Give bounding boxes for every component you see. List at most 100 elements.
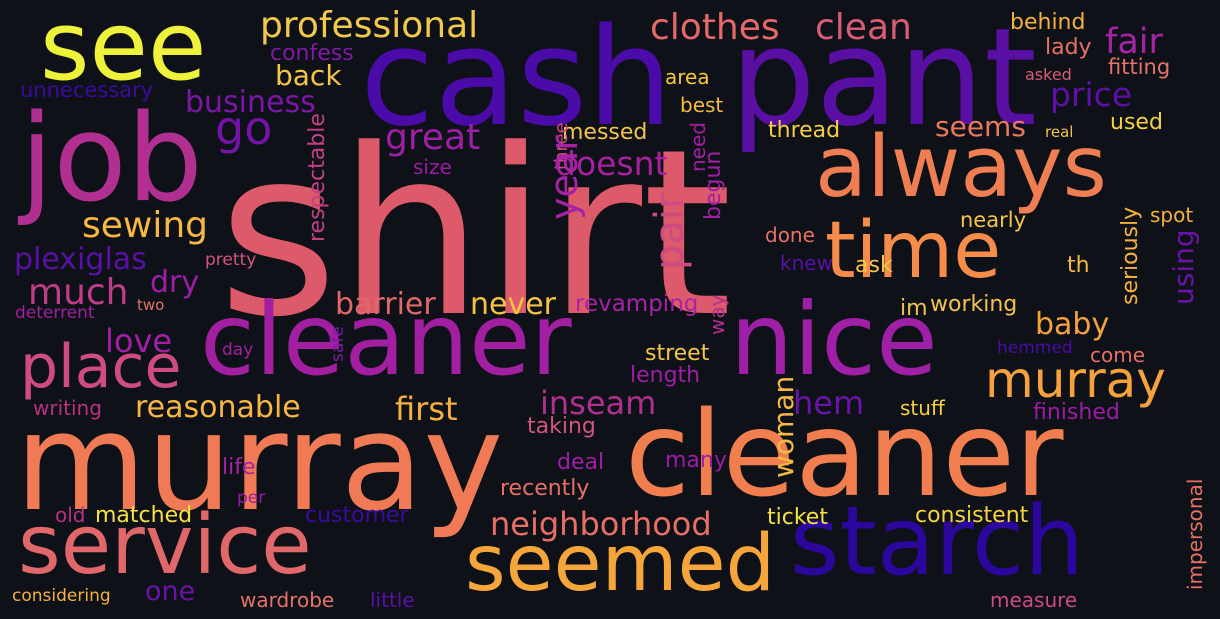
word-back: back xyxy=(275,59,342,92)
word-measure: measure xyxy=(990,588,1078,612)
word-length: length xyxy=(630,363,701,388)
word-behind: behind xyxy=(1010,10,1086,35)
word-used: used xyxy=(1110,110,1163,135)
word-neighborhood: neighborhood xyxy=(490,505,712,543)
word-service: service xyxy=(18,498,312,593)
word-one: one xyxy=(145,576,196,607)
word-best: best xyxy=(680,93,724,117)
word-confess: confess xyxy=(270,41,354,66)
word-year: year xyxy=(542,135,586,220)
word-way: way xyxy=(705,294,729,335)
word-area: area xyxy=(665,65,710,89)
word-stuff: stuff xyxy=(900,396,945,420)
word-job: job xyxy=(20,90,203,229)
word-safe: safe xyxy=(328,326,348,362)
word-starch: starch xyxy=(790,487,1085,597)
word-see: see xyxy=(40,0,207,102)
word-impersonal: impersonal xyxy=(1183,478,1207,590)
word-first: first xyxy=(395,390,458,428)
word-never: never xyxy=(470,287,557,322)
word-price: price xyxy=(1050,75,1133,114)
word-baby: baby xyxy=(1035,307,1110,342)
word-clothes: clothes xyxy=(650,7,780,48)
word-messed: messed xyxy=(562,120,648,145)
word-plexiglas: plexiglas xyxy=(14,242,147,277)
word-taking: taking xyxy=(527,414,596,439)
word-two: two xyxy=(137,296,165,314)
word-th: th xyxy=(1067,253,1090,278)
word-revamping: revamping xyxy=(575,291,699,317)
word-go: go xyxy=(215,101,273,155)
word-shirt: shirt xyxy=(218,101,733,368)
word-inseam: inseam xyxy=(540,384,657,422)
word-matched: matched xyxy=(95,503,193,528)
word-spot: spot xyxy=(1150,203,1194,227)
word-lady: lady xyxy=(1045,35,1092,60)
word-doesnt: doesnt xyxy=(555,144,668,183)
word-nearly: nearly xyxy=(960,208,1026,232)
word-fitting: fitting xyxy=(1108,55,1171,79)
word-woman: woman xyxy=(767,375,800,478)
word-pretty: pretty xyxy=(205,250,257,270)
word-respectable: respectable xyxy=(305,113,330,242)
word-ask: ask xyxy=(855,253,893,278)
word-cleaner: cleaner xyxy=(200,281,572,398)
word-thread: thread xyxy=(768,118,841,143)
word-sewing: sewing xyxy=(82,205,209,246)
word-professional: professional xyxy=(260,5,479,46)
word-real: real xyxy=(1045,123,1074,141)
word-deal: deal xyxy=(557,450,605,475)
word-fair: fair xyxy=(1105,22,1163,62)
word-hem: hem xyxy=(793,384,865,422)
word-unnecessary: unnecessary xyxy=(20,78,154,102)
word-knew: knew xyxy=(780,251,833,275)
word-many: many xyxy=(665,448,727,473)
word-per: per xyxy=(237,488,266,508)
word-come: come xyxy=(1090,343,1146,367)
word-working: working xyxy=(930,292,1018,317)
word-consistent: consistent xyxy=(915,503,1029,528)
word-love: love xyxy=(105,322,173,360)
word-murray: murray xyxy=(15,384,504,541)
word-pair: pair xyxy=(647,192,693,270)
word-finished: finished xyxy=(1033,400,1120,425)
word-hemmed: hemmed xyxy=(997,338,1073,358)
word-considering: considering xyxy=(12,586,111,606)
word-clean: clean xyxy=(815,7,912,48)
word-business: business xyxy=(185,85,316,120)
word-little: little xyxy=(370,588,415,612)
word-im: im xyxy=(900,296,928,321)
word-pant: pant xyxy=(730,0,1037,156)
word-ticket: ticket xyxy=(767,505,828,530)
word-asked: asked xyxy=(1025,65,1072,84)
word-size: size xyxy=(413,155,452,179)
word-wardrobe: wardrobe xyxy=(240,588,335,612)
word-barrier: barrier xyxy=(335,287,436,322)
word-reasonable: reasonable xyxy=(135,390,301,425)
word-time: time xyxy=(825,206,1002,296)
word-writing: writing xyxy=(33,396,102,420)
word-dry: dry xyxy=(150,265,200,300)
word-old: old xyxy=(55,503,86,527)
word-cash: cash xyxy=(360,0,673,156)
word-seriously: seriously xyxy=(1118,206,1143,305)
word-life: life xyxy=(222,455,256,480)
word-nice: nice xyxy=(730,281,938,398)
word-place: place xyxy=(20,332,182,402)
word-always: always xyxy=(815,118,1107,217)
word-day: day xyxy=(222,340,254,360)
word-seemed: seemed xyxy=(465,519,776,609)
word-begun: begun xyxy=(701,150,726,220)
word-great: great xyxy=(385,117,481,158)
word-street: street xyxy=(645,341,710,366)
word-customer: customer xyxy=(305,503,409,528)
word-seems: seems xyxy=(935,110,1026,143)
word-using: using xyxy=(1167,229,1200,305)
word-cleaner: cleaner xyxy=(625,385,1064,523)
word-much: much xyxy=(28,272,129,313)
word-murray: murray xyxy=(985,351,1166,409)
word-done: done xyxy=(765,223,815,247)
word-deterrent: deterrent xyxy=(15,303,95,323)
word-recently: recently xyxy=(500,476,590,501)
